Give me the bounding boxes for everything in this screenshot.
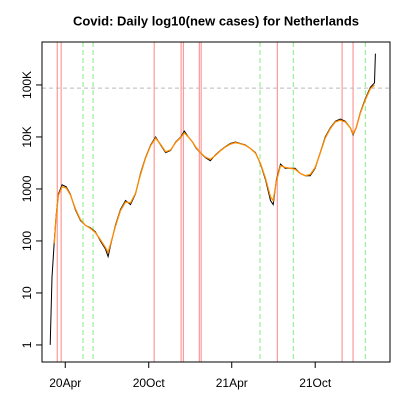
y-tick-label: 1 [20, 341, 34, 348]
y-tick-label: 100K [20, 71, 34, 99]
x-tick-label: 21Apr [216, 376, 248, 390]
y-tick-label: 10 [20, 286, 34, 300]
plot-frame [41, 41, 391, 363]
y-tick-label: 100 [20, 231, 34, 251]
series-line [53, 84, 375, 255]
x-tick-label: 20Apr [49, 376, 81, 390]
chart-title: Covid: Daily log10(new cases) for Nether… [73, 13, 359, 28]
y-tick-label: 1000 [20, 175, 34, 202]
y-tick-label: 10K [20, 126, 34, 147]
x-tick-label: 21Oct [299, 376, 332, 390]
x-tick-label: 20Oct [133, 376, 166, 390]
